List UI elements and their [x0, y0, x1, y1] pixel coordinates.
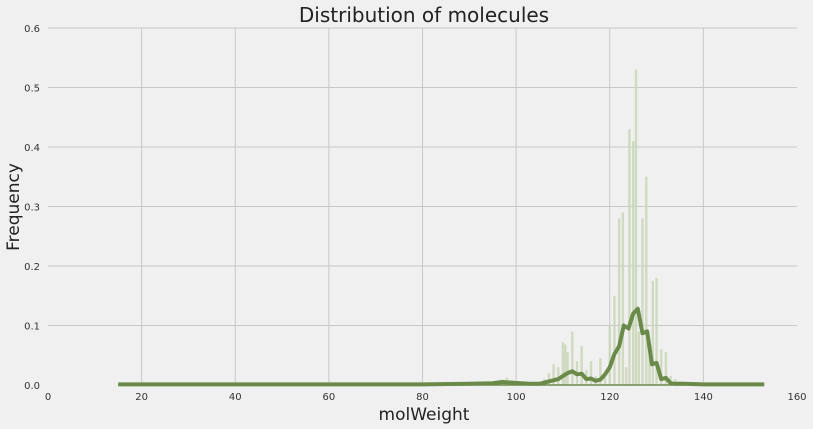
x-tick-label: 20 [135, 392, 148, 403]
histogram-bar [645, 176, 648, 385]
y-tick-label: 0.1 [24, 322, 40, 333]
histogram-bar [621, 212, 625, 385]
histogram-bar [552, 364, 555, 385]
y-axis-label: Frequency [4, 163, 24, 251]
histogram-bar [634, 69, 638, 386]
x-axis-label: molWeight [379, 405, 470, 425]
histogram-bar [637, 331, 640, 385]
y-tick-label: 0.0 [24, 381, 40, 392]
x-tick-label: 140 [694, 392, 713, 403]
y-tick-label: 0.2 [24, 262, 40, 273]
x-tick-label: 120 [600, 392, 619, 403]
histogram-bar [566, 352, 569, 385]
x-tick-label: 60 [323, 392, 336, 403]
density-line [118, 306, 765, 387]
histogram-bar [660, 349, 663, 385]
histogram-bars [491, 69, 728, 386]
histogram-bar [655, 277, 658, 385]
grid [48, 27, 797, 385]
y-tick-labels: 0.0 0.1 0.2 0.3 0.4 0.5 0.6 [24, 24, 40, 392]
histogram-bar [631, 141, 635, 385]
histogram-bar [599, 358, 602, 385]
chart-title: Distribution of molecules [299, 3, 549, 27]
histogram-bar [613, 295, 616, 385]
x-tick-label: 40 [229, 392, 242, 403]
histogram-bar [547, 373, 551, 385]
histogram-bar [571, 331, 574, 385]
histogram-bar [628, 129, 631, 385]
y-tick-label: 0.4 [24, 143, 40, 154]
x-tick-label: 80 [416, 392, 429, 403]
histogram-bar [580, 346, 583, 385]
histogram-bar [561, 342, 565, 385]
histogram-bar [664, 352, 668, 385]
histogram-bar [603, 376, 607, 385]
histogram-bar [564, 344, 567, 385]
histogram-bar [557, 367, 560, 385]
histogram-bar [617, 218, 621, 385]
histogram-bar [608, 325, 611, 385]
histogram-bar [648, 343, 651, 385]
y-tick-label: 0.3 [24, 203, 40, 214]
histogram-bar [651, 280, 655, 385]
y-tick-label: 0.5 [24, 84, 40, 95]
x-tick-labels: 0 20 40 60 80 100 120 140 160 [45, 392, 807, 403]
y-tick-label: 0.6 [24, 24, 40, 35]
x-tick-label: 100 [507, 392, 526, 403]
histogram-bar [624, 367, 628, 385]
x-tick-label: 0 [45, 392, 51, 403]
histogram-bar [589, 361, 593, 385]
histogram-bar [641, 218, 644, 385]
x-tick-label: 160 [787, 392, 806, 403]
